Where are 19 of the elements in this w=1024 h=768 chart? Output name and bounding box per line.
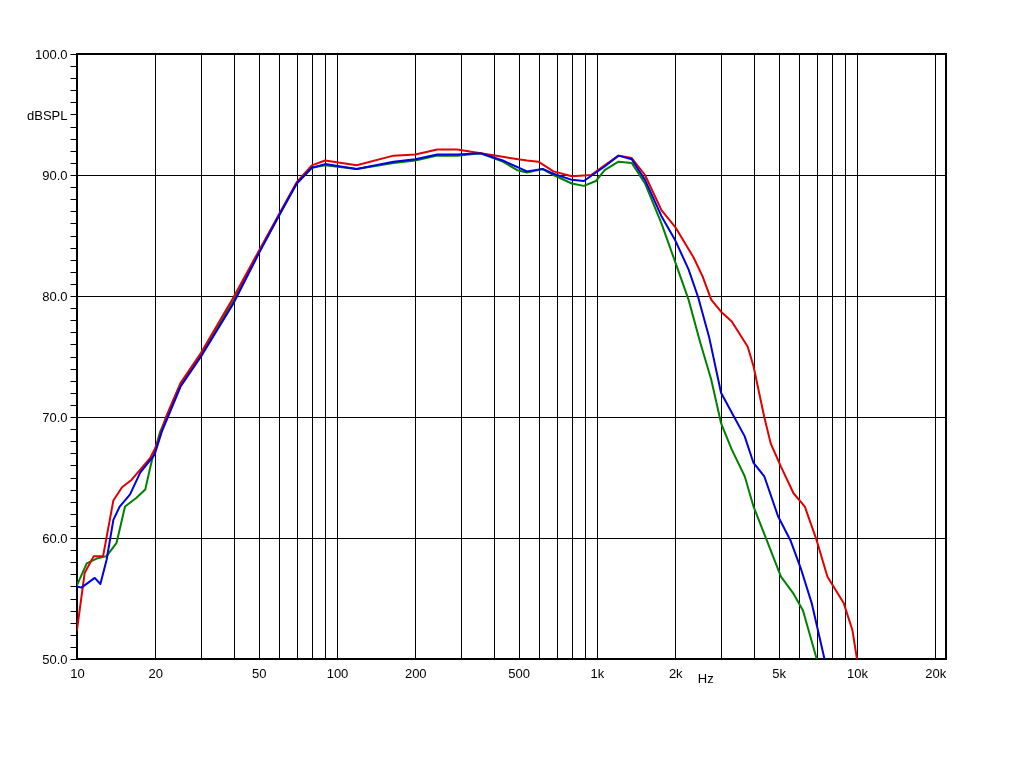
x-tick-label: 50 [251, 665, 267, 681]
x-tick-label: 5k [772, 665, 787, 681]
x-tick-label: 500 [508, 665, 531, 681]
x-tick-label: 10k [846, 665, 869, 681]
y-tick-label: 100.0 [34, 46, 68, 62]
y-tick-label: 60.0 [42, 530, 68, 546]
y-axis-title: dBSPL [27, 107, 68, 123]
x-axis-title: Hz [697, 670, 714, 686]
x-tick-label: 200 [404, 665, 427, 681]
y-tick-label: 80.0 [42, 288, 68, 304]
x-tick-label: 100 [326, 665, 349, 681]
x-tick-label: 2k [668, 665, 684, 681]
x-tick-label: 20k [925, 665, 947, 681]
x-tick-label: 1k [590, 665, 605, 681]
x-tick-label: 20 [148, 665, 163, 681]
y-tick-label: 50.0 [42, 651, 68, 667]
y-tick-label: 70.0 [42, 409, 68, 425]
y-tick-label: 90.0 [42, 167, 68, 183]
x-tick-label: 10 [70, 665, 85, 681]
